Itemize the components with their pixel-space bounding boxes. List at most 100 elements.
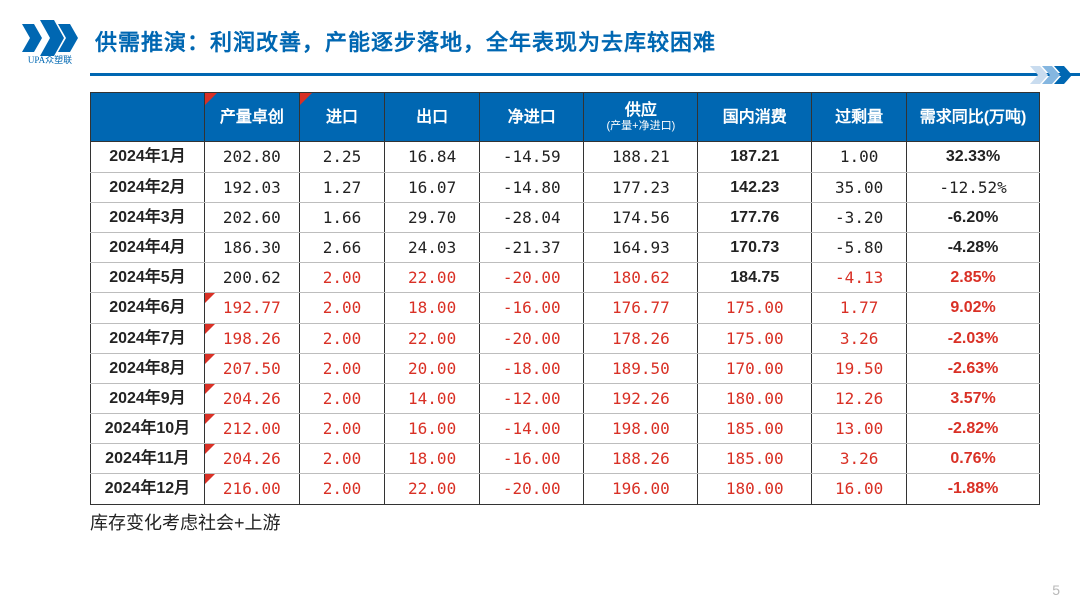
- data-cell: 1.77: [812, 293, 907, 323]
- data-cell: 2.00: [299, 383, 384, 413]
- data-cell: 0.76%: [907, 444, 1040, 474]
- data-cell: -16.00: [480, 293, 584, 323]
- footer-note: 库存变化考虑社会+上游: [90, 509, 1080, 535]
- data-cell: 164.93: [584, 232, 698, 262]
- data-cell: 22.00: [385, 263, 480, 293]
- table-header: 供应(产量+净进口): [584, 93, 698, 142]
- table-header: 进口: [299, 93, 384, 142]
- data-cell: 177.76: [698, 202, 812, 232]
- table-row: 2024年7月198.262.0022.00-20.00178.26175.00…: [91, 323, 1040, 353]
- data-cell: 9.02%: [907, 293, 1040, 323]
- data-cell: 187.21: [698, 142, 812, 172]
- data-cell: 142.23: [698, 172, 812, 202]
- table-row: 2024年10月212.002.0016.00-14.00198.00185.0…: [91, 414, 1040, 444]
- table-row: 2024年2月192.031.2716.07-14.80177.23142.23…: [91, 172, 1040, 202]
- data-cell: 175.00: [698, 293, 812, 323]
- data-cell: 198.00: [584, 414, 698, 444]
- svg-text:UPA众塑联: UPA众塑联: [28, 55, 72, 64]
- data-cell: 180.00: [698, 383, 812, 413]
- data-cell: 12.26: [812, 383, 907, 413]
- table-header: 国内消费: [698, 93, 812, 142]
- month-cell: 2024年12月: [91, 474, 205, 504]
- data-cell: 2.00: [299, 353, 384, 383]
- data-cell: 3.57%: [907, 383, 1040, 413]
- data-cell: 207.50: [204, 353, 299, 383]
- data-cell: 1.27: [299, 172, 384, 202]
- data-cell: 204.26: [204, 383, 299, 413]
- data-cell: 202.80: [204, 142, 299, 172]
- table-row: 2024年4月186.302.6624.03-21.37164.93170.73…: [91, 232, 1040, 262]
- table-row: 2024年3月202.601.6629.70-28.04174.56177.76…: [91, 202, 1040, 232]
- data-cell: 176.77: [584, 293, 698, 323]
- data-cell: 196.00: [584, 474, 698, 504]
- month-cell: 2024年8月: [91, 353, 205, 383]
- data-cell: 188.26: [584, 444, 698, 474]
- data-cell: -20.00: [480, 323, 584, 353]
- month-cell: 2024年1月: [91, 142, 205, 172]
- data-cell: 2.85%: [907, 263, 1040, 293]
- data-cell: 1.00: [812, 142, 907, 172]
- data-cell: -3.20: [812, 202, 907, 232]
- data-cell: 22.00: [385, 474, 480, 504]
- table-header: 过剩量: [812, 93, 907, 142]
- data-cell: -4.28%: [907, 232, 1040, 262]
- data-cell: 200.62: [204, 263, 299, 293]
- data-cell: 188.21: [584, 142, 698, 172]
- table-row: 2024年6月192.772.0018.00-16.00176.77175.00…: [91, 293, 1040, 323]
- data-cell: 192.03: [204, 172, 299, 202]
- supply-demand-table: 产量卓创进口出口净进口供应(产量+净进口)国内消费过剩量需求同比(万吨) 202…: [90, 92, 1040, 505]
- data-cell: 16.00: [385, 414, 480, 444]
- data-cell: 184.75: [698, 263, 812, 293]
- data-cell: 2.25: [299, 142, 384, 172]
- table-row: 2024年9月204.262.0014.00-12.00192.26180.00…: [91, 383, 1040, 413]
- data-cell: 24.03: [385, 232, 480, 262]
- month-cell: 2024年4月: [91, 232, 205, 262]
- data-cell: 185.00: [698, 444, 812, 474]
- data-cell: 192.77: [204, 293, 299, 323]
- data-cell: 2.00: [299, 474, 384, 504]
- data-cell: 29.70: [385, 202, 480, 232]
- data-cell: 16.00: [812, 474, 907, 504]
- table-row: 2024年5月200.622.0022.00-20.00180.62184.75…: [91, 263, 1040, 293]
- data-cell: 35.00: [812, 172, 907, 202]
- data-cell: -14.80: [480, 172, 584, 202]
- data-cell: 18.00: [385, 293, 480, 323]
- data-cell: -6.20%: [907, 202, 1040, 232]
- data-cell: 19.50: [812, 353, 907, 383]
- data-cell: 216.00: [204, 474, 299, 504]
- data-cell: 180.62: [584, 263, 698, 293]
- data-cell: 16.07: [385, 172, 480, 202]
- table-header: 净进口: [480, 93, 584, 142]
- data-cell: 198.26: [204, 323, 299, 353]
- table-header: 产量卓创: [204, 93, 299, 142]
- month-cell: 2024年3月: [91, 202, 205, 232]
- data-cell: -12.52%: [907, 172, 1040, 202]
- data-cell: 1.66: [299, 202, 384, 232]
- title-divider: [0, 70, 1080, 86]
- data-cell: -2.82%: [907, 414, 1040, 444]
- data-cell: 16.84: [385, 142, 480, 172]
- month-cell: 2024年10月: [91, 414, 205, 444]
- table-header: 需求同比(万吨): [907, 93, 1040, 142]
- data-cell: 13.00: [812, 414, 907, 444]
- month-cell: 2024年5月: [91, 263, 205, 293]
- data-cell: -21.37: [480, 232, 584, 262]
- logo: UPA众塑联: [20, 18, 80, 64]
- table-row: 2024年8月207.502.0020.00-18.00189.50170.00…: [91, 353, 1040, 383]
- table-row: 2024年12月216.002.0022.00-20.00196.00180.0…: [91, 474, 1040, 504]
- data-cell: 2.00: [299, 323, 384, 353]
- data-cell: 18.00: [385, 444, 480, 474]
- page-title: 供需推演：利润改善，产能逐步落地，全年表现为去库较困难: [95, 25, 716, 57]
- data-cell: -28.04: [480, 202, 584, 232]
- data-cell: 20.00: [385, 353, 480, 383]
- data-cell: -14.59: [480, 142, 584, 172]
- data-cell: 2.00: [299, 293, 384, 323]
- data-cell: 22.00: [385, 323, 480, 353]
- data-cell: 202.60: [204, 202, 299, 232]
- data-cell: 2.00: [299, 444, 384, 474]
- data-cell: 170.73: [698, 232, 812, 262]
- table-header: [91, 93, 205, 142]
- month-cell: 2024年6月: [91, 293, 205, 323]
- data-cell: 212.00: [204, 414, 299, 444]
- data-cell: -18.00: [480, 353, 584, 383]
